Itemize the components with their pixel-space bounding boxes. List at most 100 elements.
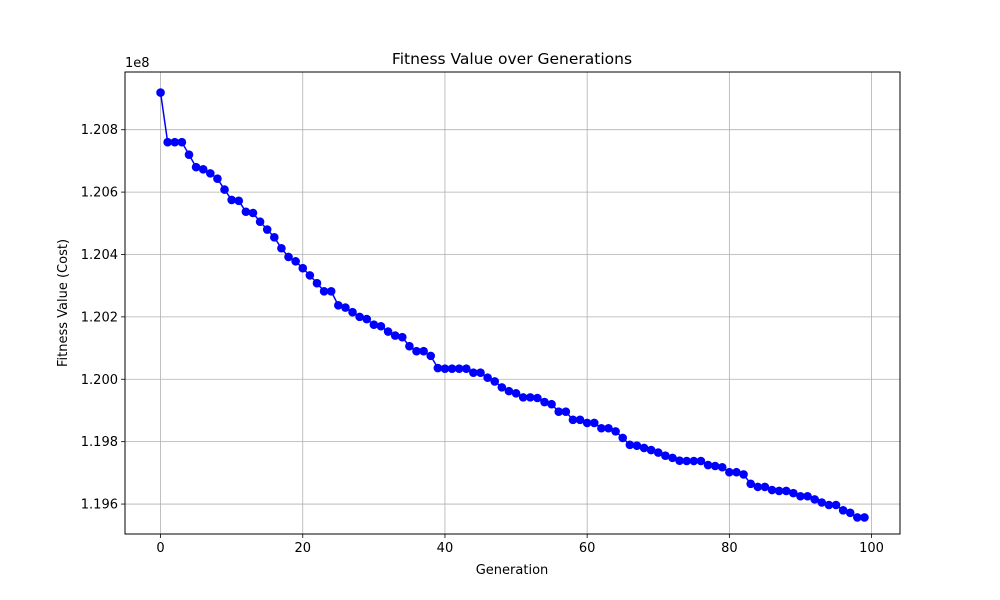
data-point bbox=[326, 287, 336, 296]
data-point bbox=[312, 278, 322, 288]
data-point bbox=[163, 137, 172, 147]
data-point bbox=[646, 445, 656, 455]
data-point bbox=[767, 485, 777, 495]
data-point bbox=[831, 500, 841, 510]
data-point bbox=[461, 364, 471, 373]
y-tick-label: 1.204 bbox=[81, 248, 118, 263]
data-point bbox=[717, 462, 727, 472]
x-tick-label: 40 bbox=[437, 541, 454, 556]
data-point bbox=[177, 137, 187, 147]
data-point bbox=[668, 453, 677, 463]
data-point bbox=[710, 461, 720, 471]
data-point bbox=[597, 423, 606, 433]
data-point bbox=[362, 314, 372, 324]
data-point bbox=[518, 393, 528, 402]
x-tick-label: 20 bbox=[294, 541, 311, 556]
data-point bbox=[675, 456, 684, 465]
y-axis: 1.196 1.198 1.200 1.202 1.204 1.206 1.208 bbox=[81, 123, 125, 513]
data-point bbox=[703, 460, 713, 470]
y-axis-label: Fitness Value (Cost) bbox=[56, 239, 71, 367]
data-point bbox=[206, 169, 215, 178]
data-point bbox=[497, 383, 507, 392]
data-point bbox=[824, 500, 834, 510]
data-point bbox=[511, 389, 521, 398]
data-point bbox=[262, 225, 272, 234]
data-point bbox=[419, 346, 428, 356]
data-point bbox=[817, 498, 827, 507]
x-axis-label: Generation bbox=[476, 563, 549, 578]
data-point bbox=[589, 418, 599, 428]
y-tick-label: 1.200 bbox=[81, 373, 118, 388]
data-point bbox=[241, 207, 251, 217]
data-point bbox=[781, 486, 791, 496]
x-tick-label: 0 bbox=[156, 541, 164, 556]
data-point bbox=[504, 386, 514, 396]
data-point bbox=[305, 271, 315, 280]
data-point bbox=[760, 482, 770, 492]
y-tick-label: 1.196 bbox=[81, 498, 118, 513]
data-point bbox=[604, 423, 613, 433]
data-point bbox=[334, 301, 343, 310]
data-point bbox=[753, 482, 763, 492]
data-point bbox=[355, 312, 364, 322]
data-point bbox=[426, 351, 436, 361]
data-point bbox=[255, 217, 265, 227]
data-point bbox=[469, 368, 478, 378]
data-point bbox=[653, 448, 663, 457]
data-point bbox=[390, 331, 400, 340]
data-point bbox=[632, 441, 642, 451]
data-point bbox=[348, 307, 357, 317]
data-point bbox=[533, 393, 542, 403]
y-tick-label: 1.202 bbox=[81, 310, 118, 325]
data-point bbox=[525, 393, 535, 402]
data-point bbox=[291, 257, 300, 266]
data-point bbox=[234, 196, 244, 206]
data-point bbox=[682, 456, 691, 466]
data-point bbox=[284, 252, 293, 262]
data-point bbox=[696, 456, 706, 466]
data-point bbox=[483, 373, 492, 383]
data-point bbox=[213, 174, 222, 183]
x-axis: 0 20 40 60 80 100 bbox=[156, 534, 884, 556]
plot-frame bbox=[124, 71, 901, 535]
data-point bbox=[611, 427, 620, 436]
data-point bbox=[170, 137, 180, 147]
data-point bbox=[845, 508, 855, 518]
y-tick-label: 1.206 bbox=[81, 186, 118, 201]
data-point bbox=[270, 233, 279, 242]
data-point bbox=[191, 162, 201, 172]
data-point bbox=[156, 88, 165, 97]
data-point bbox=[298, 263, 308, 273]
data-point bbox=[341, 303, 350, 312]
data-point bbox=[796, 491, 805, 501]
plot-area bbox=[125, 72, 900, 534]
data-point bbox=[554, 407, 564, 417]
data-point bbox=[376, 321, 386, 331]
data-point bbox=[397, 332, 407, 342]
data-point bbox=[547, 399, 556, 409]
data-point bbox=[440, 364, 450, 373]
data-point bbox=[369, 320, 379, 329]
data-point bbox=[277, 243, 286, 253]
x-tick-label: 60 bbox=[579, 541, 596, 556]
y-tick-label: 1.198 bbox=[81, 435, 118, 450]
data-point bbox=[575, 415, 585, 425]
data-point bbox=[490, 377, 500, 386]
data-point bbox=[561, 407, 571, 417]
data-point bbox=[383, 327, 393, 336]
y-tick-label: 1.208 bbox=[81, 123, 118, 138]
data-point bbox=[433, 363, 443, 373]
data-point bbox=[454, 364, 464, 373]
chart-title: Fitness Value over Generations bbox=[392, 50, 632, 68]
data-point bbox=[405, 341, 414, 351]
data-point bbox=[248, 208, 258, 218]
data-point bbox=[540, 397, 549, 407]
data-point bbox=[319, 287, 329, 296]
data-point bbox=[810, 495, 819, 504]
data-point bbox=[853, 513, 862, 522]
data-point bbox=[732, 467, 741, 477]
data-point bbox=[582, 418, 592, 428]
data-point bbox=[639, 443, 649, 453]
y-offset-label: 1e8 bbox=[125, 56, 150, 71]
